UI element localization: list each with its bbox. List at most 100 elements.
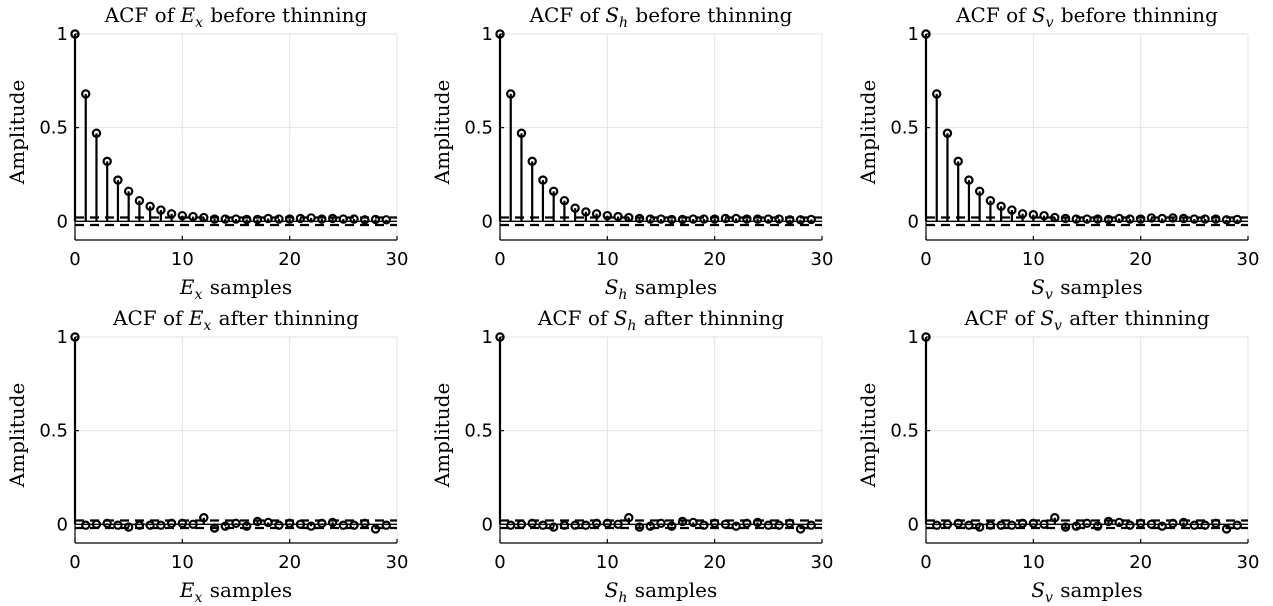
acf-marker (1221, 524, 1232, 534)
acf-marker (370, 524, 381, 534)
acf-marker (360, 518, 370, 529)
acf-marker (656, 518, 666, 529)
acf-marker (231, 518, 241, 529)
x-tick-label: 10 (596, 552, 619, 573)
acf-marker (795, 215, 806, 225)
x-axis-label: Sh samples (605, 275, 718, 303)
acf-marker (113, 175, 123, 185)
chart-title: ACF of Ex before thinning (104, 3, 368, 31)
acf-marker (1168, 213, 1178, 223)
acf-panel-4: 0 10 20 30 0 0.5 1 ACF of Ex after thinning Ex s… (5, 306, 408, 606)
x-tick-label: 10 (171, 249, 194, 270)
chart-title: ACF of Sv after thinning (963, 306, 1209, 334)
x-tick-label: 30 (1237, 249, 1260, 270)
acf-marker (242, 521, 252, 531)
acf-marker (677, 516, 688, 527)
acf-marker (645, 521, 655, 531)
acf-marker (295, 519, 306, 529)
x-tick-label: 0 (494, 249, 505, 270)
acf-marker (370, 214, 381, 225)
acf-marker (921, 29, 931, 39)
acf-marker (1135, 518, 1146, 529)
acf-marker (974, 186, 985, 197)
x-axis-label: Sh samples (605, 578, 718, 606)
acf-marker (495, 29, 505, 39)
acf-marker (709, 214, 720, 224)
acf-marker (613, 211, 623, 222)
acf-marker (763, 520, 774, 530)
acf-marker (731, 213, 741, 224)
acf-marker (156, 205, 166, 215)
acf-marker (1168, 518, 1178, 529)
acf-marker (242, 214, 252, 225)
acf-marker (1007, 205, 1017, 215)
acf-marker (123, 186, 134, 197)
acf-marker (1050, 513, 1060, 523)
acf-panel-3: 0 10 20 30 0 0.5 1 ACF of Sv before thinning Sv … (856, 3, 1259, 303)
y-axis-label: Amplitude (856, 80, 880, 186)
x-tick-label: 30 (386, 552, 409, 573)
acf-marker (1157, 213, 1167, 224)
y-tick-label: 0.5 (890, 118, 919, 139)
acf-marker (306, 213, 316, 223)
x-axis-label: Sv samples (1031, 275, 1142, 303)
acf-marker (1232, 214, 1242, 225)
acf-marker (1200, 214, 1210, 224)
acf-marker (1082, 214, 1092, 224)
acf-marker (731, 521, 741, 531)
acf-marker (516, 519, 527, 529)
y-axis-label: Amplitude (430, 80, 454, 186)
acf-marker (667, 521, 677, 531)
x-tick-label: 20 (703, 552, 726, 573)
y-tick-label: 1 (908, 24, 919, 45)
x-axis-label: Ex samples (179, 578, 292, 606)
acf-marker (624, 513, 634, 523)
acf-marker (1082, 518, 1092, 529)
y-axis-label: Amplitude (5, 383, 29, 489)
acf-marker (634, 522, 645, 532)
acf-marker (645, 214, 655, 224)
acf-marker (624, 212, 634, 223)
acf-marker (327, 517, 338, 528)
acf-marker (795, 524, 806, 534)
acf-marker (581, 207, 591, 217)
acf-marker (70, 332, 80, 342)
x-tick-label: 20 (1129, 249, 1152, 270)
acf-marker (953, 156, 963, 167)
acf-marker (220, 521, 230, 531)
acf-marker (964, 175, 974, 185)
y-tick-label: 0.5 (39, 421, 68, 442)
acf-marker (349, 214, 359, 224)
acf-marker (1103, 214, 1114, 225)
y-tick-label: 0.5 (890, 421, 919, 442)
acf-marker (1071, 521, 1081, 531)
acf-marker (1178, 213, 1189, 224)
chart-title: ACF of Sh after thinning (537, 306, 784, 334)
acf-marker (548, 186, 559, 197)
acf-marker (752, 214, 763, 224)
acf-marker (360, 215, 370, 225)
x-tick-label: 20 (278, 249, 301, 270)
acf-marker (274, 214, 284, 224)
acf-marker (1135, 214, 1146, 224)
acf-marker (81, 89, 91, 99)
acf-marker (1125, 520, 1135, 530)
acf-marker (495, 332, 505, 342)
acf-marker (209, 214, 220, 224)
acf-marker (699, 214, 709, 224)
acf-marker (1221, 215, 1232, 225)
x-tick-label: 20 (278, 552, 301, 573)
acf-marker (1146, 519, 1157, 529)
acf-marker (699, 520, 709, 530)
acf-marker (145, 520, 155, 530)
y-tick-label: 1 (57, 24, 68, 45)
acf-marker (252, 214, 263, 225)
acf-marker (199, 212, 209, 223)
acf-marker (996, 520, 1006, 530)
acf-marker (774, 520, 784, 530)
acf-marker (327, 213, 338, 224)
acf-marker (1189, 214, 1200, 224)
x-tick-label: 20 (703, 249, 726, 270)
acf-marker (263, 213, 273, 224)
acf-marker (1060, 213, 1071, 224)
